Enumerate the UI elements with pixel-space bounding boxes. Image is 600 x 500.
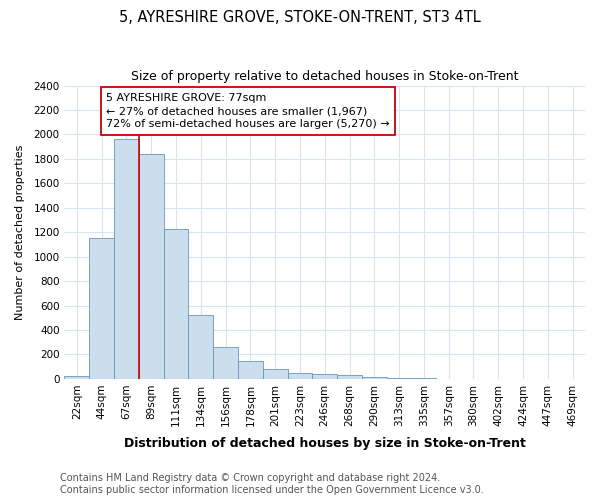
Title: Size of property relative to detached houses in Stoke-on-Trent: Size of property relative to detached ho… [131,70,518,83]
Bar [263,370,287,379]
Bar [89,238,114,379]
Bar [386,378,412,379]
Bar [337,374,362,379]
Bar [213,346,238,379]
X-axis label: Distribution of detached houses by size in Stoke-on-Trent: Distribution of detached houses by size … [124,437,526,450]
Text: Contains HM Land Registry data © Crown copyright and database right 2024.
Contai: Contains HM Land Registry data © Crown c… [60,474,484,495]
Bar [287,374,313,379]
Text: 5, AYRESHIRE GROVE, STOKE-ON-TRENT, ST3 4TL: 5, AYRESHIRE GROVE, STOKE-ON-TRENT, ST3 … [119,10,481,25]
Bar [64,376,89,379]
Bar [238,361,263,379]
Bar [313,374,337,379]
Bar [362,377,386,379]
Bar [164,229,188,379]
Bar [412,378,436,379]
Bar [139,154,164,379]
Bar [188,316,213,379]
Text: 5 AYRESHIRE GROVE: 77sqm
← 27% of detached houses are smaller (1,967)
72% of sem: 5 AYRESHIRE GROVE: 77sqm ← 27% of detach… [106,93,390,130]
Bar [114,140,139,379]
Y-axis label: Number of detached properties: Number of detached properties [15,144,25,320]
